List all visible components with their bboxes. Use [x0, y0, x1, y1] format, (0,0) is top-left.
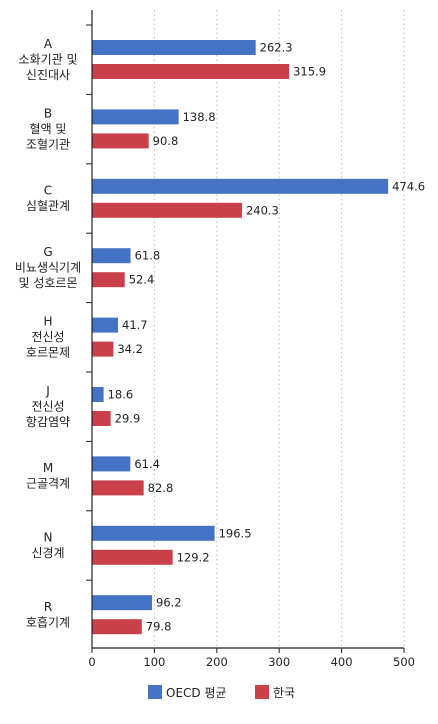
category-label-line: 심혈관계: [26, 199, 70, 213]
category-label-R: R 호흡기계: [26, 600, 70, 630]
x-tick-label-100: 100: [143, 655, 165, 669]
category-label-line: 조혈기관: [26, 137, 70, 151]
value-label-korea-B: 90.8: [153, 134, 179, 148]
bar-oecd-M: [92, 456, 131, 472]
bar-oecd-N: [92, 525, 215, 541]
x-tick-label-200: 200: [206, 655, 228, 669]
x-tick-label-0: 0: [88, 655, 95, 669]
legend-swatch-oecd: [148, 685, 162, 699]
value-label-korea-A: 315.9: [293, 65, 326, 79]
bar-korea-H: [92, 341, 114, 357]
category-label-line: B: [44, 106, 52, 120]
value-label-korea-M: 82.8: [148, 481, 174, 495]
value-label-oecd-A: 262.3: [260, 41, 293, 55]
category-label-line: C: [44, 184, 52, 198]
bar-oecd-B: [92, 109, 179, 125]
value-label-korea-R: 79.8: [146, 620, 172, 634]
category-label-line: 소화기관 및: [18, 53, 77, 67]
category-label-line: R: [44, 600, 52, 614]
legend-label-korea: 한국: [273, 686, 295, 700]
bar-oecd-C: [92, 178, 389, 194]
legend-swatch-korea: [255, 685, 269, 699]
value-label-oecd-H: 41.7: [122, 318, 148, 332]
value-label-oecd-M: 61.4: [134, 457, 160, 471]
category-label-line: J: [45, 384, 50, 398]
bar-korea-G: [92, 272, 125, 288]
category-label-G: G 비뇨생식기계 및 성호르몬: [15, 245, 81, 290]
category-label-line: 전신성: [31, 400, 64, 414]
category-label-line: 전신성: [31, 330, 64, 344]
category-label-M: M 근골격계: [26, 461, 70, 491]
category-label-line: H: [43, 315, 52, 329]
bar-korea-A: [92, 64, 290, 79]
bars: [92, 40, 389, 635]
category-label-line: G: [43, 245, 52, 259]
category-label-line: 근골격계: [26, 477, 70, 491]
category-label-line: A: [44, 37, 53, 51]
category-label-line: 비뇨생식기계: [15, 261, 81, 275]
bar-oecd-J: [92, 387, 104, 402]
bar-oecd-A: [92, 40, 256, 55]
value-label-oecd-G: 61.8: [135, 249, 161, 263]
axes: 0 100 200 300 400 500: [86, 10, 415, 669]
value-label-korea-G: 52.4: [129, 273, 155, 287]
category-label-line: 혈액 및: [30, 122, 67, 136]
value-label-korea-C: 240.3: [246, 203, 279, 217]
value-label-oecd-C: 474.6: [392, 179, 425, 193]
bar-korea-M: [92, 480, 144, 496]
x-tick-label-500: 500: [393, 655, 415, 669]
category-label-line: M: [43, 461, 53, 475]
x-tick-label-300: 300: [268, 655, 290, 669]
category-label-J: J 전신성 항감염약: [26, 384, 70, 429]
category-label-A: A 소화기관 및 신진대사: [18, 37, 77, 82]
bar-korea-J: [92, 411, 111, 426]
bar-korea-C: [92, 202, 242, 218]
legend-label-oecd: OECD 평균: [166, 686, 227, 700]
category-label-N: N 신경계: [31, 531, 64, 561]
value-label-oecd-J: 18.6: [108, 388, 134, 402]
value-label-oecd-R: 96.2: [156, 596, 182, 610]
category-label-B: B 혈액 및 조혈기관: [26, 106, 70, 151]
legend: OECD 평균 한국: [148, 685, 295, 700]
x-tick-label-400: 400: [331, 655, 353, 669]
bar-oecd-R: [92, 595, 153, 611]
category-label-line: 호르몬제: [26, 346, 70, 360]
value-label-oecd-N: 196.5: [219, 526, 252, 540]
bar-korea-N: [92, 549, 173, 565]
category-label-line: 호흡기계: [26, 615, 70, 629]
value-label-oecd-B: 138.8: [183, 110, 216, 124]
bar-oecd-G: [92, 248, 131, 264]
category-label-line: 및 성호르몬: [18, 276, 77, 290]
bar-oecd-H: [92, 317, 119, 333]
category-label-C: C 심혈관계: [26, 184, 70, 214]
bar-korea-R: [92, 619, 142, 635]
value-label-korea-H: 34.2: [117, 342, 143, 356]
grid-lines: [153, 10, 405, 648]
category-label-line: 신경계: [31, 546, 64, 560]
bar-korea-B: [92, 133, 149, 149]
category-label-line: 신진대사: [26, 68, 70, 82]
value-label-korea-N: 129.2: [177, 550, 210, 564]
category-label-line: 항감염약: [26, 414, 70, 429]
category-label-line: N: [44, 531, 53, 545]
value-label-korea-J: 29.9: [115, 412, 141, 426]
